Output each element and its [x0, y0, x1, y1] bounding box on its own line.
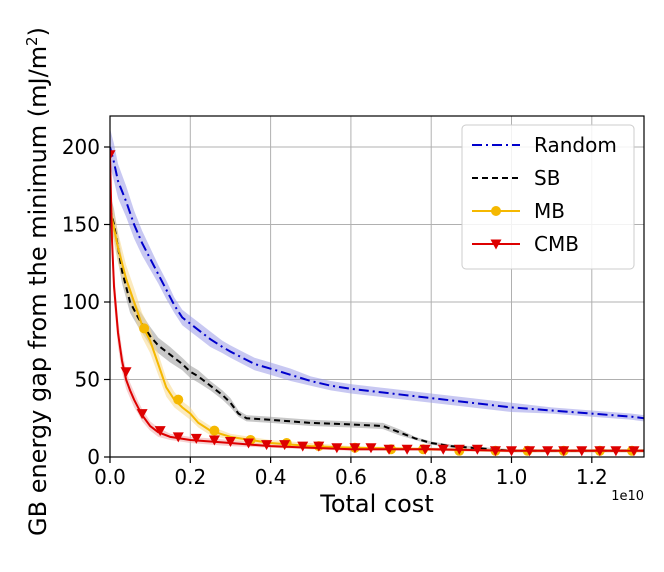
marker-cmb — [524, 446, 536, 457]
legend-label-cmb: CMB — [534, 232, 579, 256]
series-line-random — [110, 146, 644, 420]
y-axis-label: GB energy gap from the minimum (mJ/m2) — [23, 27, 52, 536]
legend-item-sb: SB — [472, 166, 560, 190]
marker-cmb — [365, 443, 377, 454]
marker-cmb — [542, 446, 554, 457]
marker-mb — [139, 323, 150, 334]
legend-label-random: Random — [534, 133, 617, 157]
x-tick-label: 1.0 — [496, 465, 528, 489]
series-line-sb — [110, 208, 644, 452]
x-tick-label: 0.2 — [174, 465, 206, 489]
legend-item-mb: MB — [472, 199, 565, 223]
marker-cmb — [172, 432, 184, 443]
marker-cmb — [243, 438, 255, 449]
marker-cmb — [313, 441, 325, 452]
marker-mb — [173, 394, 184, 405]
y-axis-label-main: GB energy gap from the minimum (mJ/m — [24, 46, 52, 536]
axis-ticks: 0.0 0.2 0.4 0.6 0.8 1.0 1.2 0 50 100 150 200 — [62, 135, 608, 489]
legend-label-mb: MB — [534, 199, 565, 223]
y-tick-label: 200 — [62, 135, 100, 159]
y-tick-label: 0 — [87, 445, 100, 469]
marker-cmb — [110, 150, 116, 161]
plot-area — [110, 128, 644, 457]
x-tick-label: 0.0 — [94, 465, 126, 489]
y-tick-label: 50 — [75, 368, 100, 392]
marker-cmb — [261, 440, 273, 451]
marker-cmb — [610, 446, 622, 457]
y-tick-label: 100 — [62, 290, 100, 314]
marker-cmb — [331, 443, 343, 454]
marker-cmb — [154, 426, 166, 437]
marker-cmb — [506, 446, 518, 457]
legend-item-random: Random — [472, 133, 617, 157]
marker-cmb — [297, 441, 309, 452]
legend-label-sb: SB — [534, 166, 560, 190]
marker-cmb — [349, 443, 361, 454]
x-axis-multiplier: 1e10 — [611, 489, 644, 504]
marker-cmb — [419, 444, 431, 455]
y-axis-label-close: ) — [24, 27, 52, 36]
marker-cmb — [489, 446, 501, 457]
y-axis-label-sup: 2 — [23, 36, 41, 46]
legend-item-cmb: CMB — [472, 232, 579, 256]
marker-cmb — [190, 433, 202, 444]
marker-cmb — [208, 435, 220, 446]
marker-cmb — [279, 440, 291, 451]
x-tick-label: 0.8 — [415, 465, 447, 489]
marker-mb — [209, 425, 220, 436]
x-tick-label: 0.4 — [255, 465, 287, 489]
marker-cmb — [576, 446, 588, 457]
marker-cmb — [136, 409, 148, 420]
marker-cmb — [401, 444, 413, 455]
marker-cmb — [628, 446, 640, 457]
marker-cmb — [594, 446, 606, 457]
y-tick-label: 150 — [62, 213, 100, 237]
legend-marker-cmb — [490, 239, 502, 250]
legend: Random SB MB CMB — [461, 124, 635, 270]
plot-frame — [109, 115, 645, 458]
marker-cmb — [471, 444, 483, 455]
x-axis-label: Total cost — [319, 490, 433, 518]
marker-cmb — [558, 446, 570, 457]
marker-cmb — [437, 444, 449, 455]
marker-cmb — [120, 367, 132, 378]
marker-cmb — [383, 444, 395, 455]
marker-cmb — [453, 444, 465, 455]
legend-marker-mb — [491, 206, 501, 216]
legend-box — [461, 124, 635, 270]
marker-cmb — [224, 437, 236, 447]
x-tick-label: 0.6 — [335, 465, 367, 489]
x-tick-label: 1.2 — [576, 465, 608, 489]
